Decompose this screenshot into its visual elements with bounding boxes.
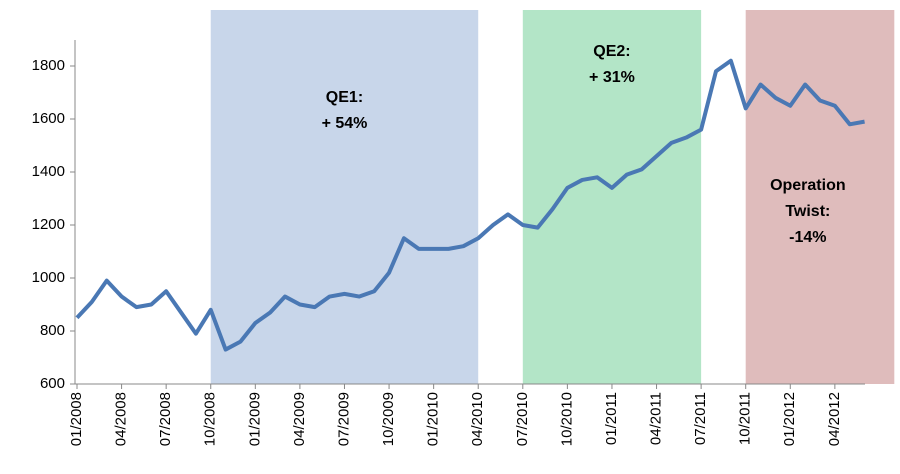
x-tick-label: 04/2010 xyxy=(469,392,486,446)
x-tick-label: 07/2009 xyxy=(335,392,352,446)
y-tick-label: 1400 xyxy=(32,163,65,180)
line xyxy=(75,58,865,352)
region-label: QE1: xyxy=(326,89,363,106)
y-tick-label: 600 xyxy=(40,375,65,392)
region-label: QE2: xyxy=(593,43,630,60)
region-label: + 31% xyxy=(589,69,635,86)
y-tick-label: 1600 xyxy=(32,110,65,127)
region-label: Operation xyxy=(770,177,846,194)
x-tick-label: 10/2011 xyxy=(737,392,754,445)
x-tick-label: 04/2009 xyxy=(291,392,308,446)
x-tick-label: 01/2009 xyxy=(246,392,263,446)
x-tick-label: 01/2012 xyxy=(781,392,798,446)
x-tick-label: 01/2010 xyxy=(425,392,442,446)
x-tick-label: 04/2011 xyxy=(648,392,665,445)
region-label: Twist: xyxy=(785,203,830,220)
x-tick-label: 10/2010 xyxy=(558,392,575,446)
region-label: -14% xyxy=(789,229,826,246)
x-tick-label: 04/2012 xyxy=(826,392,843,446)
region xyxy=(522,10,702,384)
region-label: + 54% xyxy=(322,115,368,132)
y-tick-label: 800 xyxy=(40,322,65,339)
x-tick-label: 01/2008 xyxy=(68,392,85,446)
x-tick-label: 10/2008 xyxy=(202,392,219,446)
x-tick-label: 01/2011 xyxy=(603,392,620,445)
x-tick-label: 07/2010 xyxy=(514,392,531,446)
x-tick-label: 07/2011 xyxy=(692,392,709,445)
x-tick-label: 10/2009 xyxy=(380,392,397,446)
y-tick-label: 1000 xyxy=(32,269,65,286)
x-tick-label: 07/2008 xyxy=(157,392,174,446)
x-tick-label: 04/2008 xyxy=(113,392,130,446)
y-tick-label: 1800 xyxy=(32,57,65,74)
region xyxy=(745,10,895,384)
y-tick-label: 1200 xyxy=(32,216,65,233)
